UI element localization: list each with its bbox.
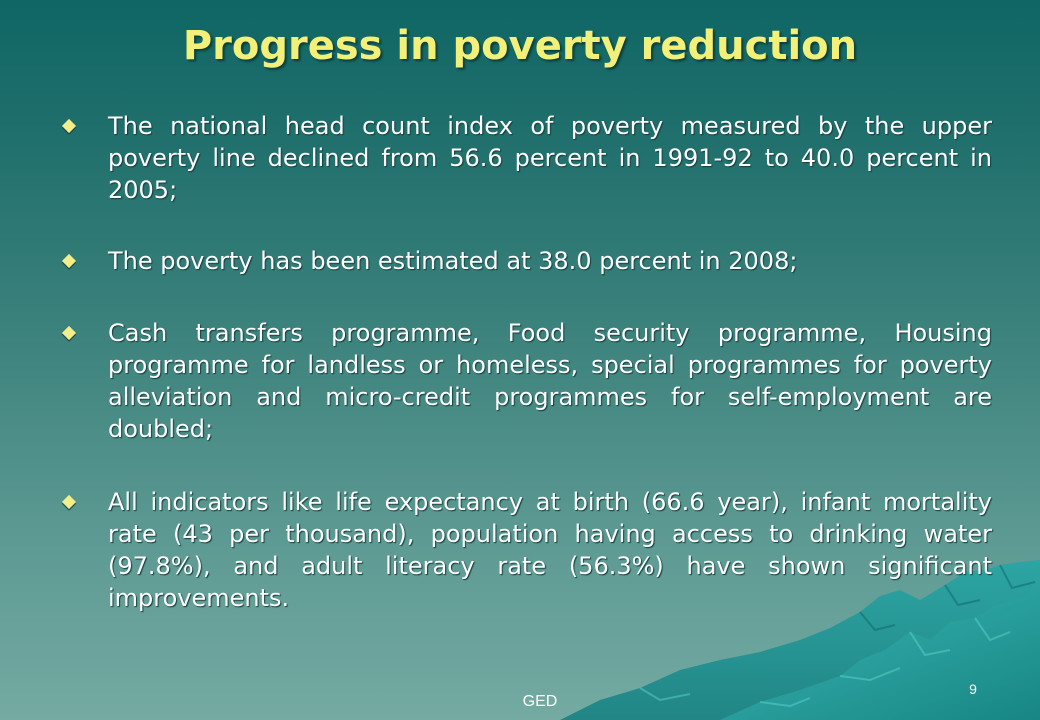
slide-title: Progress in poverty reduction — [182, 23, 858, 69]
bullet-list: The national head count index of poverty… — [58, 110, 992, 614]
footer-text: GED — [522, 693, 558, 710]
bullet-item: Cash transfers programme, Food security … — [58, 317, 992, 445]
bullet-text: The poverty has been estimated at 38.0 p… — [108, 247, 798, 275]
bullet-item: All indicators like life expectancy at b… — [58, 486, 992, 614]
mountain-ridges — [639, 617, 1011, 708]
mountain-range-front — [720, 592, 1040, 720]
bullet-text: The national head count index of poverty… — [108, 112, 992, 204]
diamond-bullet-icon — [61, 118, 77, 134]
bullet-item: The poverty has been estimated at 38.0 p… — [58, 245, 992, 277]
diamond-bullet-icon — [61, 325, 77, 341]
diamond-bullet-icon — [61, 253, 77, 269]
mountain-ridges-dark — [859, 564, 1036, 632]
bullet-text: Cash transfers programme, Food security … — [108, 319, 992, 443]
bullet-item: The national head count index of poverty… — [58, 110, 992, 206]
bullet-text: All indicators like life expectancy at b… — [108, 488, 992, 612]
page-number: 9 — [969, 681, 977, 697]
diamond-bullet-icon — [61, 494, 77, 510]
